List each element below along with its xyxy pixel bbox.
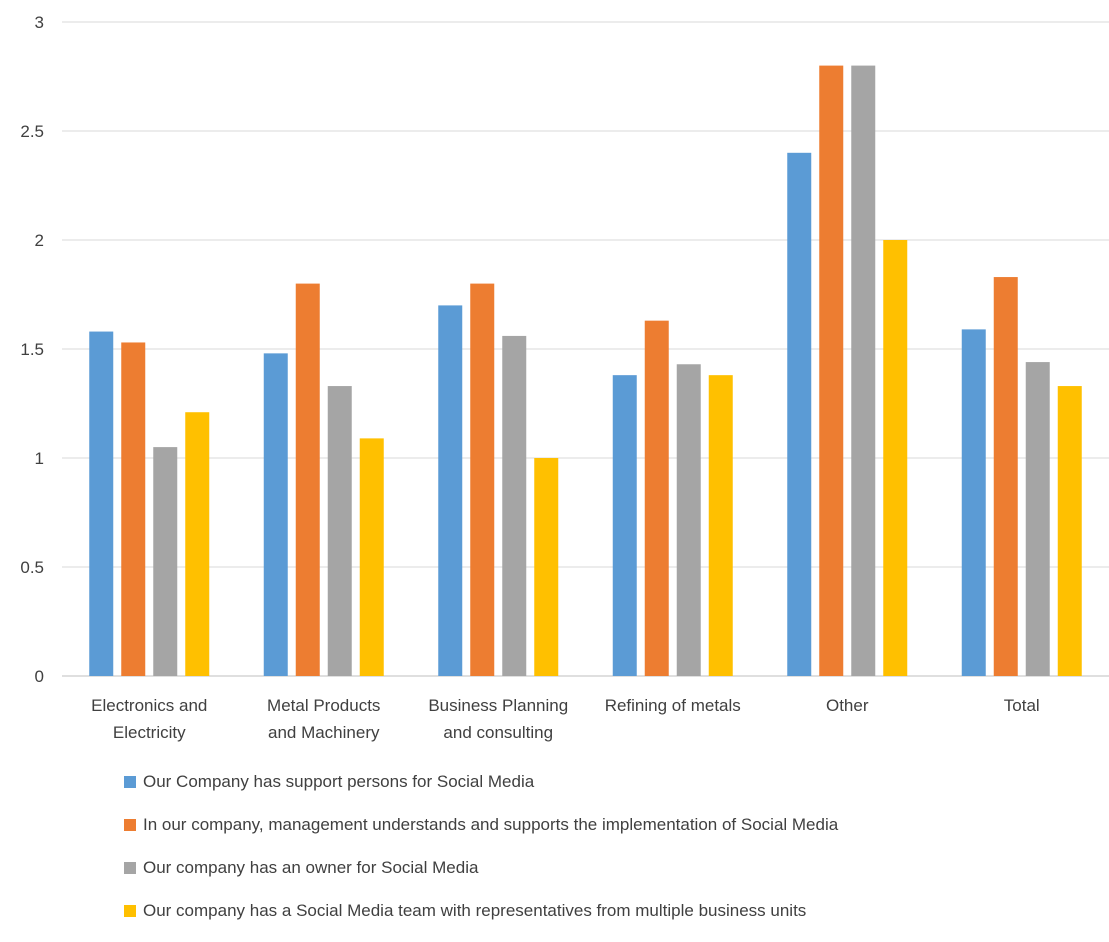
bar bbox=[787, 152, 812, 677]
bar bbox=[502, 335, 527, 676]
bar bbox=[359, 438, 384, 676]
bar bbox=[153, 447, 178, 676]
bar bbox=[961, 329, 986, 676]
legend-item: Our company has a Social Media team with… bbox=[124, 899, 838, 923]
x-tick-label: Metal Products and Machinery bbox=[267, 696, 380, 742]
y-axis-ticks: 0 0.5 1 1.5 2 2.5 3 bbox=[20, 13, 44, 686]
x-tick-label: Total bbox=[1004, 696, 1040, 715]
gridlines bbox=[62, 21, 1109, 677]
legend-swatch bbox=[124, 862, 136, 874]
x-axis-ticks: Electronics and Electricity Metal Products… bbox=[91, 696, 1040, 742]
legend-label: Our Company has support persons for Soci… bbox=[143, 772, 535, 791]
x-tick-label: Business Planning and consulting bbox=[428, 696, 568, 742]
y-tick-label: 3 bbox=[35, 13, 44, 32]
bar bbox=[993, 277, 1018, 676]
x-tick-label: Electronics and Electricity bbox=[91, 696, 207, 742]
legend-swatch bbox=[124, 819, 136, 831]
legend-item: Our company has an owner for Social Medi… bbox=[124, 856, 838, 880]
bar bbox=[185, 412, 210, 676]
bar bbox=[89, 331, 114, 676]
legend-item: In our company, management understands a… bbox=[124, 813, 838, 837]
legend-label: Our company has a Social Media team with… bbox=[143, 901, 807, 920]
bar bbox=[819, 65, 844, 677]
bar bbox=[1057, 386, 1082, 676]
y-tick-label: 0 bbox=[35, 667, 44, 686]
bar bbox=[1025, 362, 1050, 676]
y-tick-label: 1 bbox=[35, 449, 44, 468]
bar bbox=[534, 458, 559, 676]
y-tick-label: 2 bbox=[35, 231, 44, 250]
bar bbox=[612, 375, 637, 676]
bar bbox=[470, 283, 495, 676]
x-tick-label: Refining of metals bbox=[605, 696, 741, 715]
bar-chart-plot: 0 0.5 1 1.5 2 2.5 3 Electronics and Electricity… bbox=[20, 13, 1109, 742]
y-tick-label: 0.5 bbox=[20, 558, 44, 577]
legend: Our Company has support persons for Soci… bbox=[124, 770, 838, 942]
legend-label: In our company, management understands a… bbox=[143, 815, 839, 834]
y-tick-label: 2.5 bbox=[20, 122, 44, 141]
bar bbox=[121, 342, 146, 676]
bar bbox=[438, 305, 463, 676]
bar bbox=[644, 320, 669, 676]
bars bbox=[89, 65, 1082, 677]
bar bbox=[263, 353, 288, 676]
bar bbox=[295, 283, 320, 676]
legend-swatch bbox=[124, 776, 136, 788]
bar bbox=[708, 375, 733, 676]
bar bbox=[883, 240, 908, 676]
legend-item: Our Company has support persons for Soci… bbox=[124, 770, 838, 794]
bar bbox=[327, 386, 352, 676]
y-tick-label: 1.5 bbox=[20, 340, 44, 359]
bar bbox=[851, 65, 876, 677]
bar bbox=[676, 364, 701, 676]
x-tick-label: Other bbox=[826, 696, 869, 715]
legend-swatch bbox=[124, 905, 136, 917]
legend-label: Our company has an owner for Social Medi… bbox=[143, 858, 479, 877]
